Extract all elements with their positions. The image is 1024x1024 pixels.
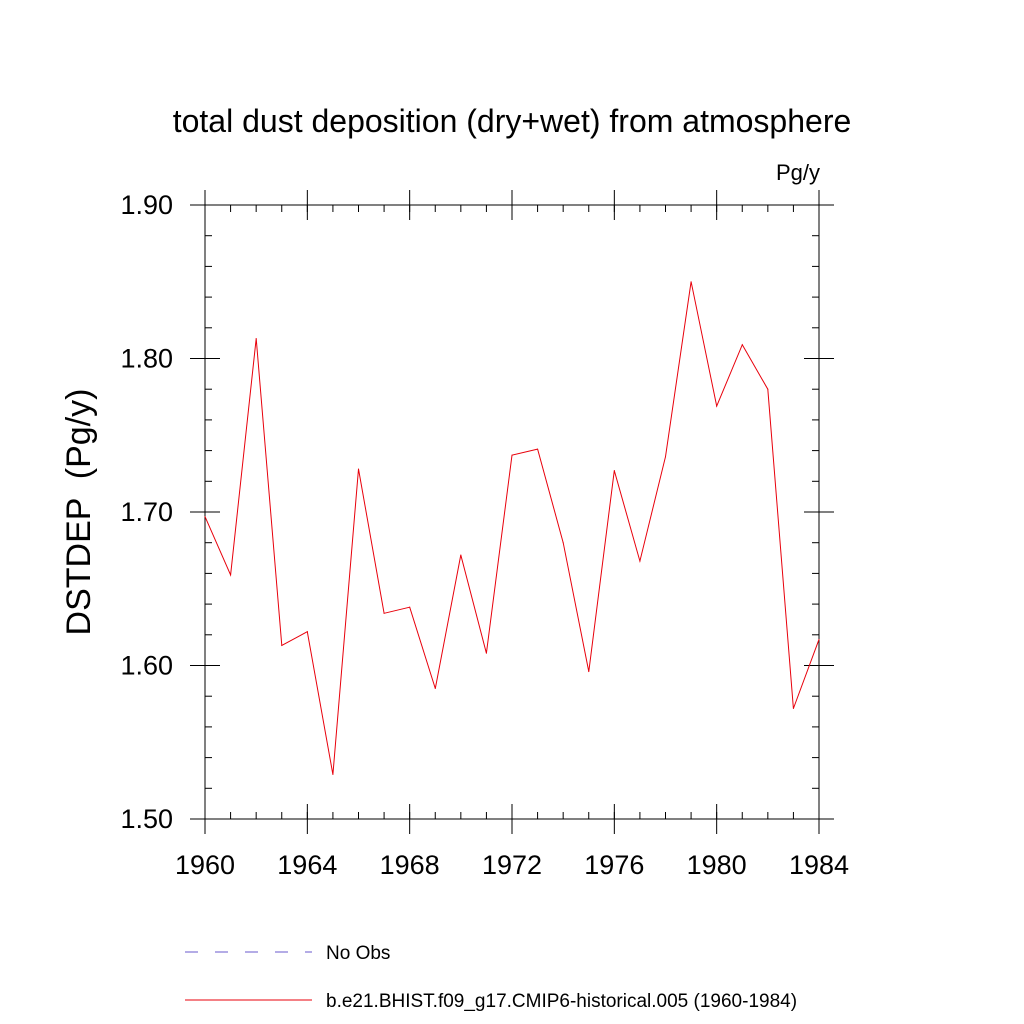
data-point <box>665 456 666 458</box>
x-tick-label: 1984 <box>789 850 849 880</box>
y-axis-label: DSTDEP (Pg/y) <box>60 389 98 636</box>
x-tick-labels: 1960 1964 1968 1972 1976 1980 1984 <box>175 850 849 880</box>
minor-ticks <box>204 204 820 820</box>
data-point <box>306 631 308 633</box>
x-tick-label: 1976 <box>584 850 644 880</box>
data-point <box>537 448 539 450</box>
data-point <box>741 344 743 346</box>
legend-label: b.e21.BHIST.f09_g17.CMIP6-historical.005… <box>326 991 797 1012</box>
y-tick-labels: 1.50 1.60 1.70 1.80 1.90 <box>120 190 173 834</box>
major-ticks <box>190 190 834 834</box>
y-tick-label: 1.60 <box>120 651 173 681</box>
y-tick-label: 1.50 <box>120 804 173 834</box>
data-point <box>204 516 206 518</box>
legend-label: No Obs <box>326 943 390 964</box>
series-layer <box>204 281 820 775</box>
data-point <box>716 405 718 407</box>
x-tick-label: 1980 <box>687 850 747 880</box>
data-point <box>792 707 794 709</box>
y-tick-label: 1.70 <box>120 497 173 527</box>
y-tick-label: 1.80 <box>120 344 173 374</box>
units-label: Pg/y <box>776 160 820 185</box>
data-point <box>485 652 487 654</box>
data-point <box>588 671 590 673</box>
x-tick-label: 1964 <box>277 850 337 880</box>
data-point <box>639 560 641 562</box>
data-point <box>281 645 283 647</box>
data-point <box>358 468 359 470</box>
legend: No Obs b.e21.BHIST.f09_g17.CMIP6-historic… <box>185 943 797 1012</box>
data-point <box>383 612 385 614</box>
x-tick-label: 1960 <box>175 850 235 880</box>
data-point <box>690 281 692 283</box>
data-point <box>767 388 769 390</box>
data-point <box>511 454 513 456</box>
x-tick-label: 1972 <box>482 850 542 880</box>
chart-title: total dust deposition (dry+wet) from atm… <box>173 103 852 139</box>
data-point <box>613 470 615 472</box>
plot-frame <box>204 204 820 820</box>
data-point <box>434 688 436 690</box>
data-point <box>255 338 257 340</box>
plot-area: 1960 1964 1968 1972 1976 1980 1984 1.50 1.60 1.7… <box>120 190 849 880</box>
data-point <box>332 773 334 775</box>
x-tick-label: 1968 <box>380 850 440 880</box>
data-point <box>230 574 232 576</box>
data-point <box>409 606 411 608</box>
data-point <box>562 542 564 544</box>
data-point <box>460 554 462 556</box>
series-line <box>204 281 820 775</box>
data-point <box>818 638 820 640</box>
y-tick-label: 1.90 <box>120 190 173 220</box>
